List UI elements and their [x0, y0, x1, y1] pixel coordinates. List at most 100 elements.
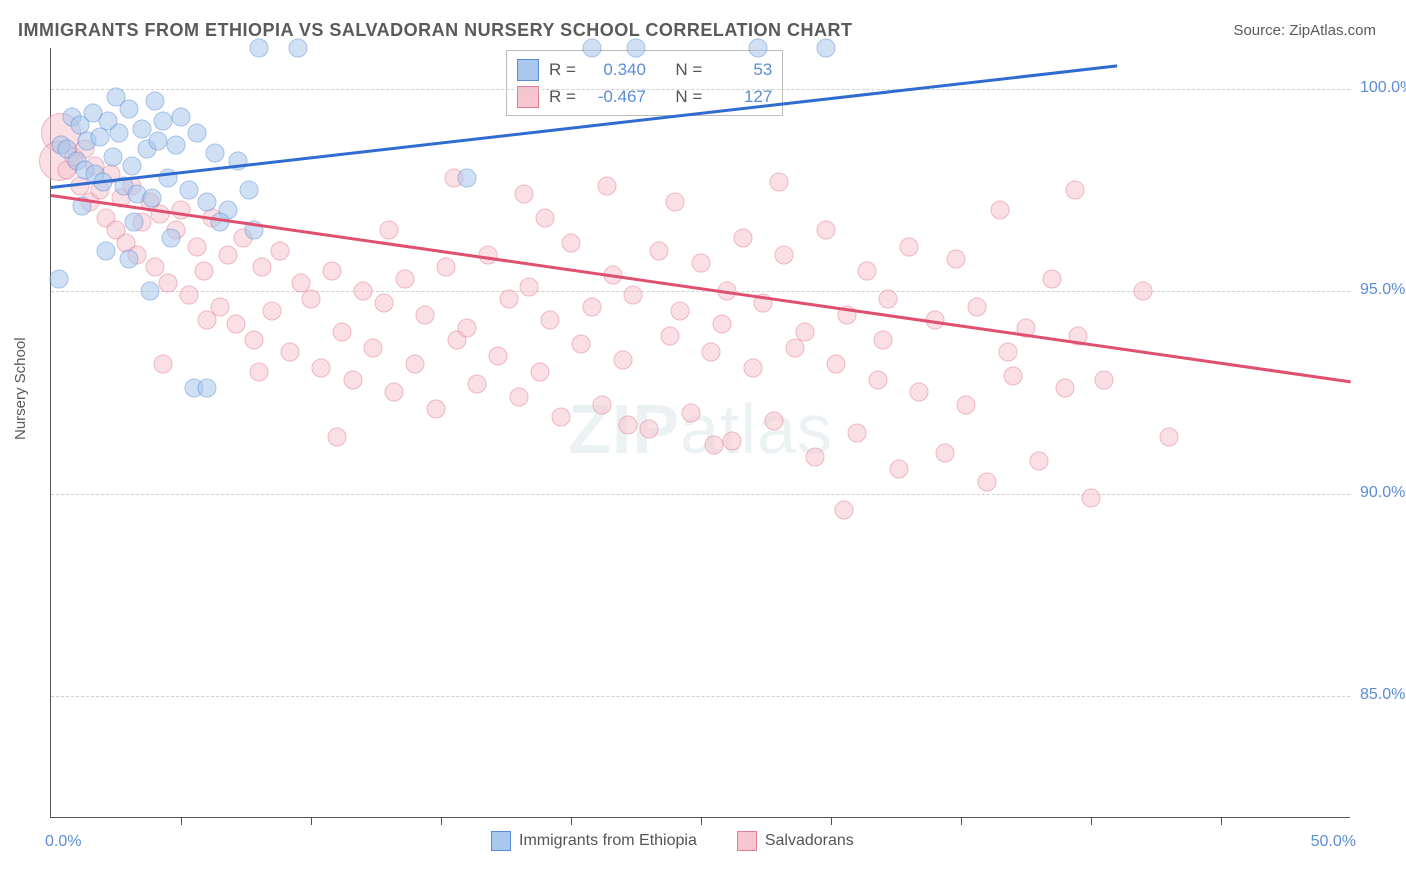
data-point — [627, 39, 646, 58]
data-point — [681, 403, 700, 422]
data-point — [263, 302, 282, 321]
x-tick — [181, 817, 182, 825]
data-point — [510, 387, 529, 406]
legend-item-salvador: Salvadorans — [737, 831, 854, 851]
legend-row-salvador: R = -0.467 N = 127 — [517, 83, 772, 110]
gridline — [51, 89, 1350, 90]
x-tick — [961, 817, 962, 825]
data-point — [179, 180, 198, 199]
data-point — [172, 107, 191, 126]
data-point — [744, 359, 763, 378]
data-point — [302, 290, 321, 309]
data-point — [998, 342, 1017, 361]
data-point — [991, 201, 1010, 220]
swatch-salvador-icon — [737, 831, 757, 851]
data-point — [835, 501, 854, 520]
source-attribution: Source: ZipAtlas.com — [1233, 22, 1376, 39]
data-point — [640, 419, 659, 438]
x-tick — [441, 817, 442, 825]
data-point — [1082, 488, 1101, 507]
data-point — [250, 363, 269, 382]
x-tick — [1091, 817, 1092, 825]
x-tick — [571, 817, 572, 825]
x-tick — [311, 817, 312, 825]
gridline — [51, 291, 1350, 292]
data-point — [458, 318, 477, 337]
data-point — [1160, 428, 1179, 447]
data-point — [426, 399, 445, 418]
data-point — [468, 375, 487, 394]
data-point — [770, 172, 789, 191]
data-point — [1030, 452, 1049, 471]
data-point — [49, 270, 68, 289]
data-point — [489, 347, 508, 366]
data-point — [1043, 270, 1062, 289]
data-point — [562, 233, 581, 252]
data-point — [692, 253, 711, 272]
data-point — [536, 209, 555, 228]
scatter-plot: ZIPatlas R = 0.340 N = 53 R = -0.467 N =… — [50, 48, 1350, 818]
data-point — [187, 237, 206, 256]
data-point — [140, 282, 159, 301]
data-point — [702, 342, 721, 361]
data-point — [967, 298, 986, 317]
data-point — [530, 363, 549, 382]
series-legend: Immigrants from Ethiopia Salvadorans — [491, 831, 854, 851]
data-point — [712, 314, 731, 333]
data-point — [205, 144, 224, 163]
data-point — [96, 241, 115, 260]
data-point — [1134, 282, 1153, 301]
data-point — [1004, 367, 1023, 386]
data-point — [775, 245, 794, 264]
data-point — [120, 249, 139, 268]
data-point — [1056, 379, 1075, 398]
legend-item-ethiopia: Immigrants from Ethiopia — [491, 831, 697, 851]
data-point — [343, 371, 362, 390]
data-point — [593, 395, 612, 414]
data-point — [764, 411, 783, 430]
x-tick — [831, 817, 832, 825]
data-point — [239, 180, 258, 199]
data-point — [270, 241, 289, 260]
data-point — [218, 245, 237, 264]
data-point — [226, 314, 245, 333]
data-point — [195, 261, 214, 280]
legend-row-ethiopia: R = 0.340 N = 53 — [517, 56, 772, 83]
data-point — [416, 306, 435, 325]
data-point — [148, 132, 167, 151]
data-point — [582, 39, 601, 58]
data-point — [172, 201, 191, 220]
swatch-ethiopia-icon — [491, 831, 511, 851]
data-point — [437, 257, 456, 276]
data-point — [957, 395, 976, 414]
y-tick-label: 95.0% — [1360, 281, 1406, 299]
data-point — [166, 136, 185, 155]
data-point — [322, 261, 341, 280]
data-point — [806, 448, 825, 467]
data-point — [660, 326, 679, 345]
y-tick-label: 90.0% — [1360, 484, 1406, 502]
data-point — [289, 39, 308, 58]
data-point — [816, 39, 835, 58]
data-point — [229, 152, 248, 171]
data-point — [900, 237, 919, 256]
data-point — [187, 124, 206, 143]
data-point — [582, 298, 601, 317]
gridline — [51, 696, 1350, 697]
data-point — [364, 338, 383, 357]
data-point — [161, 229, 180, 248]
data-point — [733, 229, 752, 248]
data-point — [910, 383, 929, 402]
data-point — [143, 188, 162, 207]
data-point — [796, 322, 815, 341]
data-point — [858, 261, 877, 280]
data-point — [107, 87, 126, 106]
data-point — [354, 282, 373, 301]
data-point — [874, 330, 893, 349]
x-tick — [701, 817, 702, 825]
data-point — [889, 460, 908, 479]
data-point — [91, 128, 110, 147]
data-point — [198, 379, 217, 398]
data-point — [159, 274, 178, 293]
y-tick-label: 100.0% — [1360, 79, 1406, 97]
